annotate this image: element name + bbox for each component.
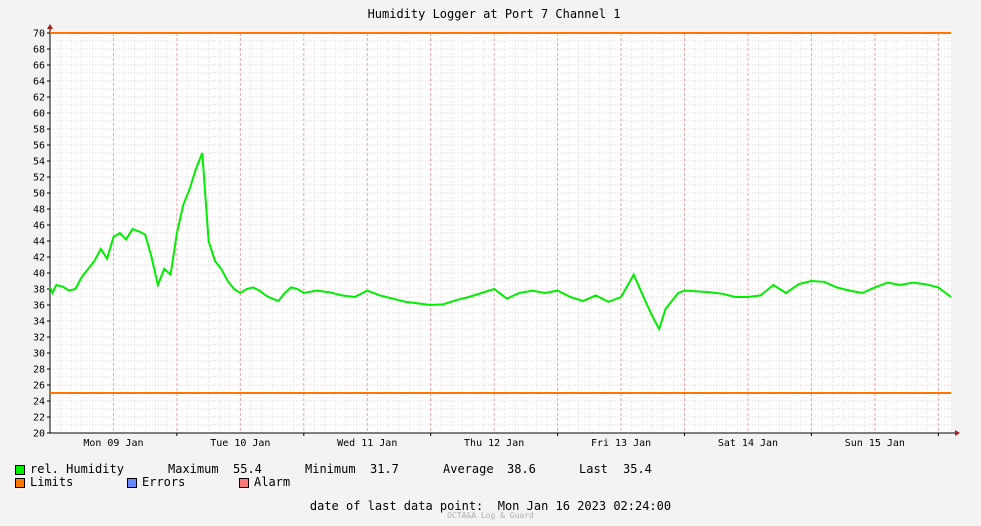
limit-lines xyxy=(50,32,951,394)
y-tick-label: 26 xyxy=(33,381,45,392)
watermark: OCTA&A Log & Guard xyxy=(447,511,534,520)
y-tick-label: 30 xyxy=(33,349,45,360)
y-tick-label: 62 xyxy=(33,93,45,104)
y-tick-label: 38 xyxy=(33,285,45,296)
y-tick-label: 48 xyxy=(33,205,45,216)
x-tick-label: Mon 09 Jan xyxy=(83,438,143,449)
maximum-label: Maximum xyxy=(168,462,219,476)
humidity-series-line xyxy=(49,152,952,332)
alarm-swatch xyxy=(239,478,249,488)
x-tick-label: Thu 12 Jan xyxy=(464,438,524,449)
last-data-point: date of last data point: Mon Jan 16 2023… xyxy=(0,499,981,513)
last-data-point-value: Mon Jan 16 2023 02:24:00 xyxy=(497,499,672,513)
x-axis-arrow xyxy=(955,430,960,436)
chart-grid xyxy=(50,33,951,433)
last-data-point-label: date of last data point: xyxy=(309,499,484,513)
y-tick-label: 58 xyxy=(33,125,45,136)
y-tick-label: 22 xyxy=(33,413,45,424)
y-tick-label: 56 xyxy=(33,141,45,152)
y-tick-label: 40 xyxy=(33,269,45,280)
average-value: 38.6 xyxy=(507,462,536,476)
y-tick-label: 54 xyxy=(33,157,45,168)
x-tick-labels: Mon 09 Jan Tue 10 Jan Wed 11 Jan Thu 12 Jan… xyxy=(83,433,939,449)
y-tick-label: 60 xyxy=(33,109,45,120)
minimum-value: 31.7 xyxy=(370,462,399,476)
x-tick-label: Fri 13 Jan xyxy=(591,438,651,449)
humidity-swatch xyxy=(15,465,25,475)
average-label: Average xyxy=(443,462,494,476)
y-tick-label: 42 xyxy=(33,253,45,264)
limits-swatch xyxy=(15,478,25,488)
y-axis-arrow xyxy=(47,24,53,29)
last-value: 35.4 xyxy=(623,462,652,476)
x-tick-label: Sun 15 Jan xyxy=(845,438,905,449)
chart-axes xyxy=(47,24,960,436)
y-tick-label: 66 xyxy=(33,61,45,72)
y-tick-label: 20 xyxy=(33,429,45,440)
last-label: Last xyxy=(579,462,608,476)
x-tick-label: Sat 14 Jan xyxy=(718,438,778,449)
y-tick-label: 34 xyxy=(33,317,45,328)
x-tick-label: Tue 10 Jan xyxy=(210,438,270,449)
chart-title: Humidity Logger at Port 7 Channel 1 xyxy=(368,7,621,21)
y-tick-label: 28 xyxy=(33,365,45,376)
y-tick-label: 24 xyxy=(33,397,45,408)
y-tick-labels: 20 22 24 26 28 30 32 34 36 38 40 42 44 46 48 50 52 54 56 58… xyxy=(33,29,50,440)
minimum-label: Minimum xyxy=(305,462,356,476)
errors-legend-label: Errors xyxy=(142,475,186,489)
y-tick-label: 64 xyxy=(33,77,45,88)
limits-legend-label: Limits xyxy=(30,475,74,489)
humidity-legend-label: rel. Humidity xyxy=(30,462,124,476)
alarm-legend-label: Alarm xyxy=(254,475,291,489)
y-tick-label: 44 xyxy=(33,237,45,248)
y-tick-label: 68 xyxy=(33,45,45,56)
y-tick-label: 36 xyxy=(33,301,45,312)
errors-swatch xyxy=(127,478,137,488)
y-tick-label: 46 xyxy=(33,221,45,232)
x-tick-label: Wed 11 Jan xyxy=(337,438,397,449)
maximum-value: 55.4 xyxy=(233,462,262,476)
y-tick-label: 50 xyxy=(33,189,45,200)
y-tick-label: 52 xyxy=(33,173,45,184)
y-tick-label: 70 xyxy=(33,29,45,40)
y-tick-label: 32 xyxy=(33,333,45,344)
